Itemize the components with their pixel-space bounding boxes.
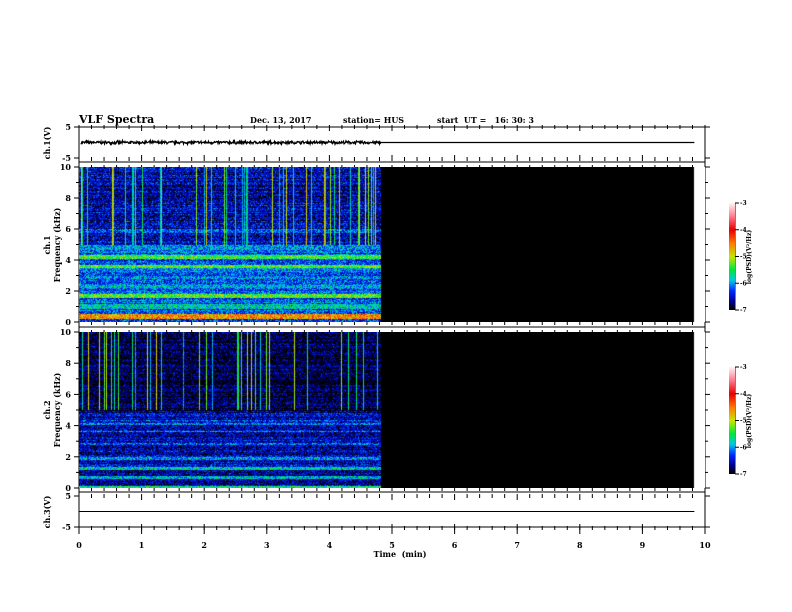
y-tick-label: -5 bbox=[62, 522, 71, 532]
x-axis-label: Time (min) bbox=[373, 549, 426, 559]
x-tick-label: 4 bbox=[327, 540, 333, 550]
figure-title: VLF Spectra bbox=[78, 113, 154, 126]
y-tick-label: 2 bbox=[65, 452, 71, 462]
y-tick-label: 6 bbox=[65, 224, 71, 234]
start-time-label: start UT = 16: 30: 3 bbox=[437, 115, 534, 125]
colorbar-tick-label: -7 bbox=[740, 471, 747, 478]
colorbar-tick-label: -3 bbox=[740, 200, 747, 207]
station-label: station= HUS bbox=[343, 115, 404, 125]
y-tick-label: 5 bbox=[65, 122, 71, 132]
y-tick-label: -5 bbox=[62, 153, 71, 163]
x-tick-label: 1 bbox=[139, 540, 145, 550]
colorbar-tick-label: -3 bbox=[740, 364, 747, 371]
y-tick-label: 10 bbox=[60, 162, 72, 172]
x-tick-label: 5 bbox=[389, 540, 395, 550]
ch1-waveform-line bbox=[80, 138, 695, 147]
colorbar-tick-label: -5 bbox=[740, 254, 747, 261]
x-tick-label: 0 bbox=[76, 540, 82, 550]
y-tick-label: 5 bbox=[65, 491, 71, 501]
x-tick-label: 10 bbox=[699, 540, 711, 550]
ch1-spec-ylabel-1: ch.1 bbox=[42, 235, 52, 254]
ch2-spec-ylabel-2: Frequency (kHz) bbox=[52, 372, 62, 447]
y-tick-label: 2 bbox=[65, 286, 71, 296]
colorbar-tick-label: -7 bbox=[740, 307, 747, 314]
ch1-spec-ylabel-2: Frequency (kHz) bbox=[52, 207, 62, 282]
x-tick-label: 6 bbox=[452, 540, 458, 550]
y-tick-label: 8 bbox=[65, 358, 71, 368]
ch1-colorbar bbox=[729, 203, 735, 310]
date-label: Dec. 13, 2017 bbox=[250, 115, 311, 125]
ch3-ylabel: ch.3(V) bbox=[42, 495, 52, 528]
colorbar-tick-label: -4 bbox=[740, 227, 747, 234]
colorbar-tick-label: -5 bbox=[740, 418, 747, 425]
ch1-ylabel: ch.1(V) bbox=[42, 126, 52, 159]
colorbar-tick-label: -4 bbox=[740, 391, 747, 398]
y-tick-label: 4 bbox=[65, 421, 71, 431]
colorbar-tick-label: -6 bbox=[740, 444, 747, 451]
y-tick-label: 0 bbox=[65, 317, 71, 327]
ch2-spec-ylabel-1: ch.2 bbox=[42, 400, 52, 419]
y-tick-label: 8 bbox=[65, 193, 71, 203]
ch1-spectrogram bbox=[79, 167, 705, 322]
y-tick-label: 4 bbox=[65, 255, 71, 265]
y-tick-label: 6 bbox=[65, 389, 71, 399]
x-tick-label: 7 bbox=[514, 540, 520, 550]
x-tick-label: 2 bbox=[201, 540, 207, 550]
x-tick-label: 9 bbox=[640, 540, 646, 550]
x-tick-label: 8 bbox=[577, 540, 583, 550]
ch2-colorbar bbox=[729, 367, 735, 474]
y-tick-label: 10 bbox=[60, 327, 72, 337]
colorbar-tick-label: -6 bbox=[740, 280, 747, 287]
x-tick-label: 3 bbox=[264, 540, 270, 550]
y-tick-label: 0 bbox=[65, 483, 71, 493]
cb2-label: log(PSD)(V²/Hz) bbox=[746, 394, 753, 449]
ch2-spectrogram bbox=[79, 332, 705, 488]
cb1-label: log(PSD)(V²/Hz) bbox=[746, 230, 753, 285]
